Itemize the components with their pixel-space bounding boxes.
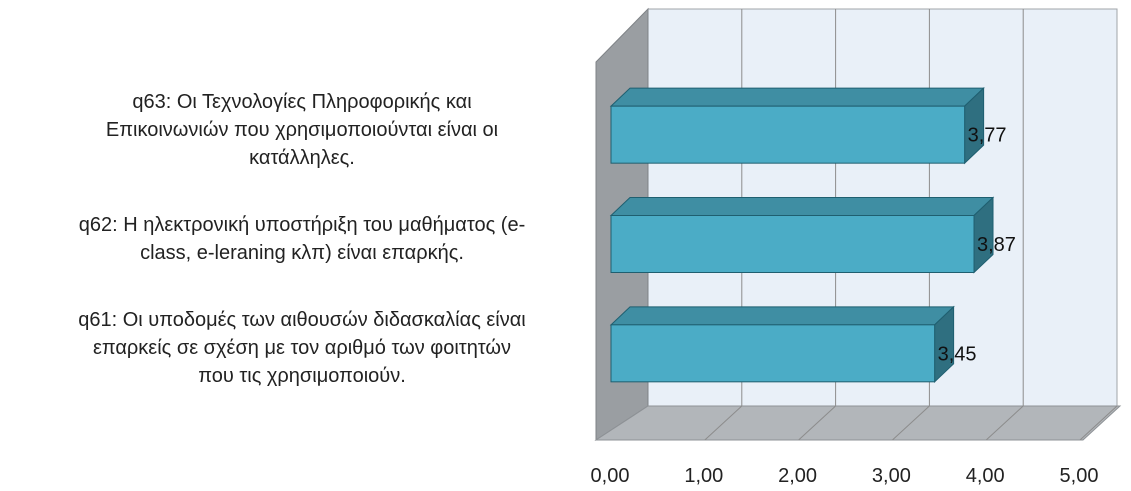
- category-label: q63: Οι Τεχνολογίες Πληροφορικής και Επικ…: [22, 88, 582, 172]
- category-label-line: που τις χρησιμοποιούν.: [198, 365, 406, 388]
- category-label-line: q62: Η ηλεκτρονική υποστήριξη του μαθήμα…: [78, 214, 526, 236]
- bar-top-face: [609, 306, 955, 326]
- x-tick-label: 3,00: [872, 465, 911, 487]
- x-tick-label: 0,00: [591, 465, 630, 487]
- bar-top-face: [609, 197, 995, 216]
- x-tick-label: 5,00: [1060, 465, 1099, 487]
- category-label-line: Επικοινωνιών που χρησιμοποιούνται είναι …: [105, 118, 499, 141]
- chart-data-labels: 3,45 3,87 3,77: [938, 125, 1016, 366]
- chart-bars: [609, 87, 995, 383]
- bar-front-face: [610, 324, 936, 383]
- bar: [609, 305, 955, 383]
- floor-gridline: [798, 405, 836, 441]
- floor-gridline: [892, 405, 930, 441]
- bar-front-face: [610, 105, 966, 164]
- category-label-line: q63: Οι Τεχνολογίες Πληροφορικής και: [132, 90, 472, 113]
- category-label: q62: Η ηλεκτρονική υποστήριξη του μαθήμα…: [22, 211, 582, 267]
- category-label: q61: Οι υποδομές των αιθουσών διδασκαλία…: [22, 306, 582, 390]
- floor-gridline: [704, 405, 743, 441]
- bar: [609, 87, 985, 165]
- bar: [609, 196, 995, 274]
- data-label: 3,87: [977, 234, 1016, 256]
- category-label-line: επαρκείς σε σχέση με τον αριθμό των φοιτ…: [92, 337, 512, 360]
- data-label: 3,77: [968, 125, 1007, 147]
- bar-top-face: [609, 87, 985, 107]
- floor-gridline: [1079, 405, 1118, 441]
- bar-front-face: [610, 215, 975, 273]
- category-label-line: κατάλληλες.: [249, 146, 355, 169]
- data-label: 3,45: [938, 343, 977, 365]
- x-axis-tick-labels: 0,00 1,00 2,00 3,00 4,00 5,00: [591, 465, 1099, 487]
- x-tick-label: 2,00: [778, 465, 817, 487]
- x-tick-label: 4,00: [966, 465, 1005, 487]
- x-tick-label: 1,00: [684, 465, 723, 487]
- floor: [594, 405, 1122, 441]
- category-label-line: q61: Οι υποδομές των αιθουσών διδασκαλία…: [78, 309, 526, 332]
- category-label-line: class, e-leraning κλπ) είναι επαρκής.: [140, 242, 464, 264]
- floor-gridline: [985, 405, 1024, 441]
